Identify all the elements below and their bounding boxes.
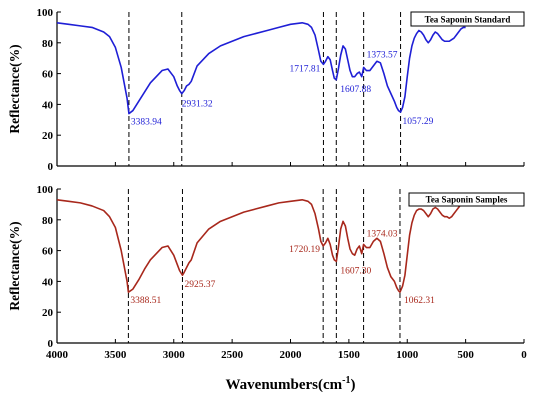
peak-label: 3388.51 <box>130 296 161 306</box>
y-tick-label: 40 <box>42 276 54 288</box>
peak-label: 1717.81 <box>289 64 320 74</box>
spectrum-line <box>56 21 466 115</box>
x-tick-label: 1500 <box>338 349 361 361</box>
legend-box <box>410 11 525 27</box>
y-tick-label: 20 <box>42 307 54 319</box>
x-axis-title-main: Wavenumbers(cm <box>226 377 343 393</box>
x-axis-title: Wavenumbers(cm-1) <box>226 375 356 393</box>
x-tick-label: 2000 <box>280 349 303 361</box>
x-tick-label: 2500 <box>221 349 244 361</box>
y-tick-label: 60 <box>42 246 54 258</box>
peak-label: 3383.94 <box>131 118 162 128</box>
y-tick-label: 20 <box>42 130 54 142</box>
y-tick-label: 100 <box>37 7 54 19</box>
peak-label: 2931.32 <box>182 100 213 110</box>
x-axis-title-close: ) <box>351 377 356 393</box>
x-tick-label: 500 <box>457 349 474 361</box>
x-axis-title-superscript: -1 <box>342 375 350 386</box>
y-tick-label: 100 <box>37 184 54 196</box>
y-axis-title: Reflectance(%) <box>7 221 22 310</box>
x-tick-label: 4000 <box>46 349 69 361</box>
peak-label: 1373.57 <box>367 50 398 60</box>
shared-x-axis: 4000 3500 3000 2500 2000 1500 1000 500 0 Wavenumb… <box>46 349 527 393</box>
peak-label: 1374.03 <box>367 229 398 239</box>
y-tick-label: 40 <box>42 99 54 111</box>
legend-label: Tea Saponin Standard <box>425 15 511 25</box>
standard-panel: 0 20 40 60 80 100 Reflectance(%) 3383.94 2931.32… <box>7 7 525 173</box>
y-tick-label: 0 <box>48 161 54 173</box>
peak-label: 1607.88 <box>340 85 371 95</box>
y-tick-label: 80 <box>42 38 54 50</box>
x-tick-label: 3500 <box>104 349 127 361</box>
legend-label: Tea Saponin Samples <box>426 195 508 205</box>
y-tick-label: 60 <box>42 69 54 81</box>
legend-box <box>408 192 525 207</box>
peak-label: 2925.37 <box>184 280 215 290</box>
peak-label: 1057.29 <box>403 117 434 127</box>
spectrum-line <box>56 198 467 293</box>
x-tick-label: 0 <box>521 349 527 361</box>
x-tick-label: 1000 <box>396 349 419 361</box>
peak-label: 1720.19 <box>289 245 320 255</box>
y-tick-label: 0 <box>48 338 54 350</box>
x-tick-label: 3000 <box>163 349 186 361</box>
peak-label: 1607.30 <box>340 266 371 276</box>
y-tick-label: 80 <box>42 215 54 227</box>
samples-panel: 0 20 40 60 80 100 Reflectance(%) 3388.51 2925.37… <box>7 184 525 350</box>
peak-label: 1062.31 <box>404 296 435 306</box>
y-axis-title: Reflectance(%) <box>7 44 22 133</box>
